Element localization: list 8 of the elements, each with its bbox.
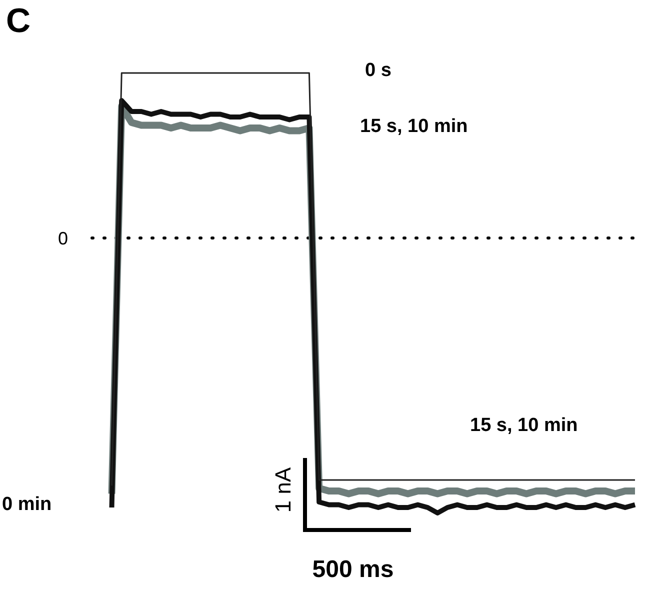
annotation: 15 s, 10 min (360, 116, 468, 138)
scale-bar: 1 nA 500 ms (263, 453, 423, 589)
text: 0 min (2, 494, 52, 516)
annotation: 15 s, 10 min (470, 415, 578, 437)
chart-title: C (6, 2, 31, 41)
annotation: 1 nA (270, 467, 296, 513)
annotation: 0 s (365, 60, 392, 82)
ref-line-label: 0 (58, 228, 68, 248)
